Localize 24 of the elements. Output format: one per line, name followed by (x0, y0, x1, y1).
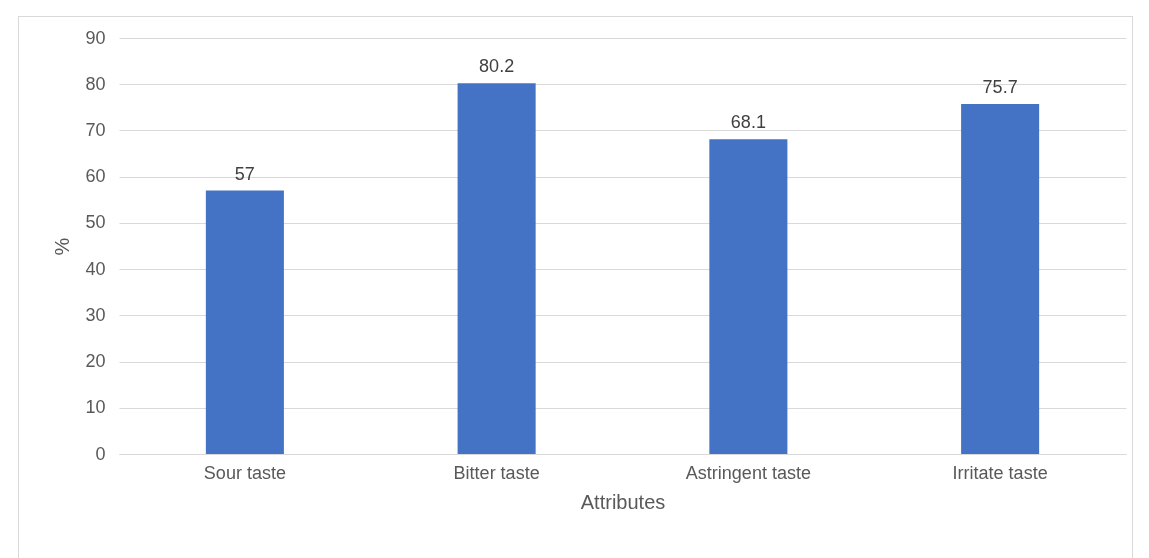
y-tick-label: 80 (85, 73, 106, 94)
y-tick-label: 70 (85, 119, 106, 140)
y-tick-label: 60 (85, 166, 106, 187)
data-label: 68.1 (730, 112, 766, 133)
data-label: 57 (234, 163, 255, 184)
bar (205, 190, 284, 454)
bar (457, 83, 536, 454)
y-tick-label: 90 (85, 27, 106, 48)
data-label: 80.2 (479, 56, 515, 77)
y-axis-title: % (51, 237, 74, 256)
x-tick-label: Irritate taste (952, 462, 1048, 483)
x-tick-label: Bitter taste (453, 462, 540, 483)
bar (709, 139, 788, 454)
y-tick-label: 0 (95, 443, 106, 464)
y-tick-label: 40 (85, 258, 106, 279)
x-tick-label: Astringent taste (685, 462, 811, 483)
data-label: 75.7 (982, 77, 1018, 98)
x-tick-label: Sour taste (203, 462, 286, 483)
y-tick-label: 30 (85, 304, 106, 325)
y-tick-label: 50 (85, 212, 106, 233)
x-axis-title: Attributes (580, 490, 666, 513)
y-tick-label: 10 (85, 397, 106, 418)
y-tick-label: 20 (85, 351, 106, 372)
bar (961, 104, 1040, 454)
